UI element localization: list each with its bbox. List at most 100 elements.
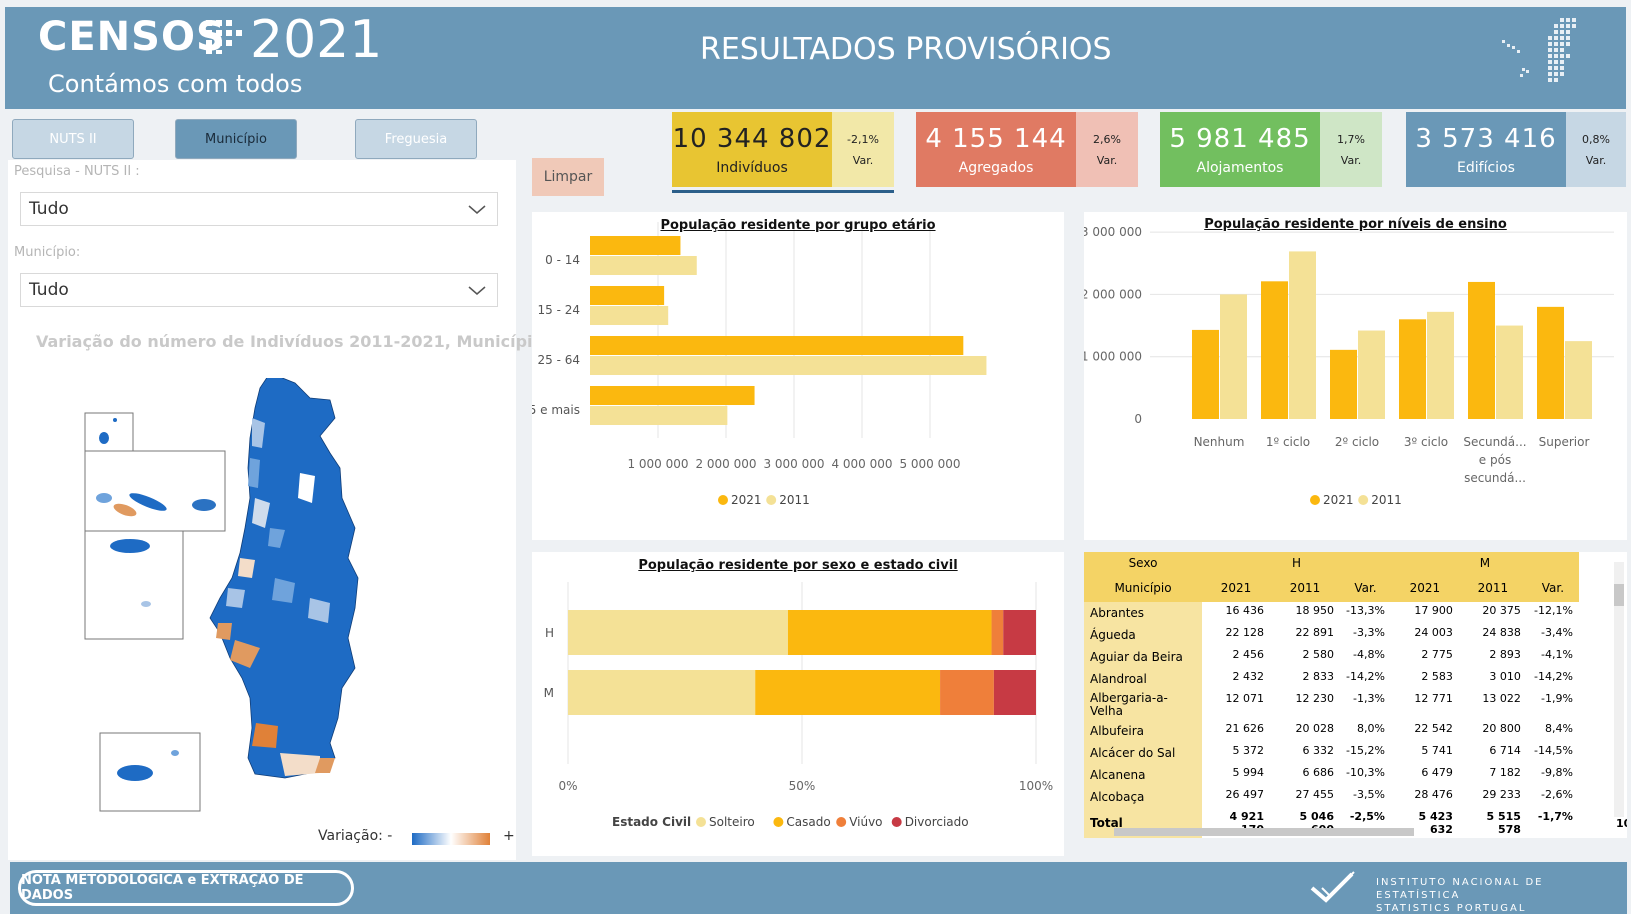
table-row[interactable]: Albergaria-a-Velha 12 071 12 230 -1,3% 12 77…	[1084, 690, 1579, 720]
kpi-edificios[interactable]: 3 573 416 Edifícios	[1406, 112, 1566, 187]
kpi-agregados[interactable]: 4 155 144 Agregados	[916, 112, 1076, 187]
table-row[interactable]: Albufeira 21 626 20 028 8,0% 22 542 20 800 8,4…	[1084, 720, 1579, 742]
table-cell: 2 432	[1232, 670, 1265, 683]
table-cell: 2 893	[1489, 648, 1521, 661]
table-row[interactable]: Alcácer do Sal 5 372 6 332 -15,2% 5 741 6 714…	[1084, 742, 1579, 764]
edu-bar-2021[interactable]	[1261, 281, 1288, 419]
civil-chart[interactable]: 0% 50% 100% H M Estado Civil Solteiro Casado Viú…	[532, 552, 1064, 856]
age-bar-2011[interactable]	[590, 306, 669, 325]
table-cell: -4,1%	[1541, 648, 1573, 661]
table-col-header[interactable]: Var.	[1526, 574, 1579, 602]
x-category-label: Secundá...	[1463, 435, 1526, 449]
table-vscroll-thumb[interactable]	[1614, 584, 1624, 606]
table-col-header[interactable]: 2021	[1390, 574, 1459, 602]
edu-bar-2021[interactable]	[1468, 281, 1495, 419]
muni-dropdown[interactable]: Tudo	[20, 273, 498, 307]
portugal-map-icon	[1502, 18, 1576, 82]
age-bar-2021[interactable]	[590, 336, 964, 355]
legend-marker	[718, 495, 728, 505]
table-row[interactable]: Águeda 22 128 22 891 -3,3% 24 003 24 838 -3,4%	[1084, 624, 1579, 646]
civil-bar-Solteiro[interactable]	[568, 670, 756, 715]
table-header-m[interactable]: M	[1390, 552, 1579, 574]
legend-label[interactable]: 2021	[1323, 493, 1354, 507]
legend-marker	[891, 817, 902, 827]
table-col-header[interactable]: 2011	[1270, 574, 1340, 602]
table-cell: 2 775	[1421, 648, 1453, 661]
edu-bar-2021[interactable]	[1399, 319, 1426, 419]
edu-bar-2011[interactable]	[1289, 251, 1316, 419]
municipality-map[interactable]	[80, 378, 440, 828]
table-cell-municipio: Águeda	[1084, 624, 1202, 646]
legend-label[interactable]: Divorciado	[905, 815, 969, 829]
table-col-header[interactable]: Var.	[1340, 574, 1391, 602]
table-hscroll-thumb[interactable]	[1114, 828, 1414, 836]
table-row[interactable]: Aguiar da Beira 2 456 2 580 -4,8% 2 775 2 893…	[1084, 646, 1579, 668]
age-bar-2011[interactable]	[590, 406, 728, 425]
table-col-header[interactable]: 2011	[1458, 574, 1527, 602]
y-tick-label: 0	[1134, 412, 1142, 426]
legend-label[interactable]: 2021	[731, 493, 762, 507]
y-tick-label: 3 000 000	[1084, 225, 1142, 239]
table-cell: 5 994	[1232, 766, 1265, 779]
civil-bar-Solteiro[interactable]	[568, 610, 788, 655]
edu-bar-2011[interactable]	[1220, 294, 1247, 419]
table-cell: -3,5%	[1353, 788, 1385, 801]
kpi-alojamentos[interactable]: 5 981 485 Alojamentos	[1160, 112, 1320, 187]
table-vscrollbar[interactable]	[1614, 562, 1624, 817]
table-header-h[interactable]: H	[1202, 552, 1391, 574]
age-bar-2011[interactable]	[590, 256, 697, 275]
edu-bar-2021[interactable]	[1537, 306, 1564, 419]
edu-chart[interactable]: 3 000 000 2 000 000 1 000 000 0 Nenhum 1º cic…	[1081, 212, 1627, 540]
civil-bar-Viúvo[interactable]	[940, 670, 994, 715]
civil-chart-title: População residente por sexo e estado ci…	[638, 558, 958, 573]
age-bar-2011[interactable]	[590, 356, 987, 375]
legend-label[interactable]: Casado	[786, 815, 830, 829]
legend-label[interactable]: Solteiro	[709, 815, 755, 829]
x-category-label: Nenhum	[1194, 435, 1245, 449]
table-col-header[interactable]: 2021	[1202, 574, 1270, 602]
civil-bar-Divorciado[interactable]	[1003, 610, 1036, 655]
table-row[interactable]: Abrantes 16 436 18 950 -13,3% 17 900 20 375 -1…	[1084, 602, 1579, 624]
edu-bar-2011[interactable]	[1358, 330, 1385, 419]
legend-label[interactable]: 2011	[779, 493, 810, 507]
table-row[interactable]: Alcobaça 26 497 27 455 -3,5% 28 476 29 233 -2,…	[1084, 786, 1579, 808]
civil-bar-Casado[interactable]	[787, 610, 992, 655]
table-cell: 22 128	[1225, 626, 1265, 639]
data-table-card: Sexo H M Município 2021 2011 Var. 2021 2011 V…	[1084, 552, 1627, 838]
x-category-label: 3º ciclo	[1404, 435, 1448, 449]
data-table: Sexo H M Município 2021 2011 Var. 2021 2011 V…	[1084, 552, 1579, 838]
tab-municipio[interactable]: Município	[175, 119, 297, 159]
civil-bar-Casado[interactable]	[755, 670, 941, 715]
edu-bar-2021[interactable]	[1330, 349, 1357, 419]
age-chart[interactable]: 1 000 000 2 000 000 3 000 000 4 000 000 5 00…	[521, 212, 1064, 540]
age-bar-2021[interactable]	[590, 236, 681, 255]
legend-label[interactable]: Viúvo	[849, 815, 882, 829]
nuts-dropdown[interactable]: Tudo	[20, 192, 498, 226]
tab-nuts-ii[interactable]: NUTS II	[12, 119, 134, 159]
edu-bar-2021[interactable]	[1192, 329, 1219, 419]
age-bar-2021[interactable]	[590, 286, 665, 305]
civil-bar-Viúvo[interactable]	[991, 610, 1004, 655]
tab-freguesia[interactable]: Freguesia	[355, 119, 477, 159]
map-legend-plus: +	[503, 828, 515, 844]
table-cell: -9,8%	[1541, 766, 1573, 779]
table-header-sexo[interactable]: Sexo	[1084, 552, 1202, 574]
age-bar-2021[interactable]	[590, 386, 755, 405]
table-row[interactable]: Alcanena 5 994 6 686 -10,3% 6 479 7 182 -9,8%	[1084, 764, 1579, 786]
table-cell-municipio: Alcácer do Sal	[1084, 742, 1202, 764]
clear-button[interactable]: Limpar	[532, 158, 604, 196]
kpi-individuos[interactable]: 10 344 802 Indivíduos	[672, 112, 832, 187]
edu-bar-2011[interactable]	[1496, 325, 1523, 419]
edu-bar-2011[interactable]	[1427, 311, 1454, 419]
civil-bar-Divorciado[interactable]	[993, 670, 1036, 715]
edu-bar-2011[interactable]	[1565, 341, 1592, 419]
nota-metodologica-button[interactable]: NOTA METODOLÓGICA e EXTRAÇÃO DE DADOS	[18, 870, 354, 906]
map-legend-gradient	[412, 833, 490, 845]
table-header-municipio[interactable]: Município	[1084, 574, 1202, 602]
table-cell: 5 372	[1232, 744, 1265, 757]
y-category-label: 15 - 24	[538, 303, 581, 317]
table-row[interactable]: Alandroal 2 432 2 833 -14,2% 2 583 3 010 -14,2…	[1084, 668, 1579, 690]
table-cell: 26 497	[1225, 788, 1265, 801]
legend-label[interactable]: 2011	[1371, 493, 1402, 507]
